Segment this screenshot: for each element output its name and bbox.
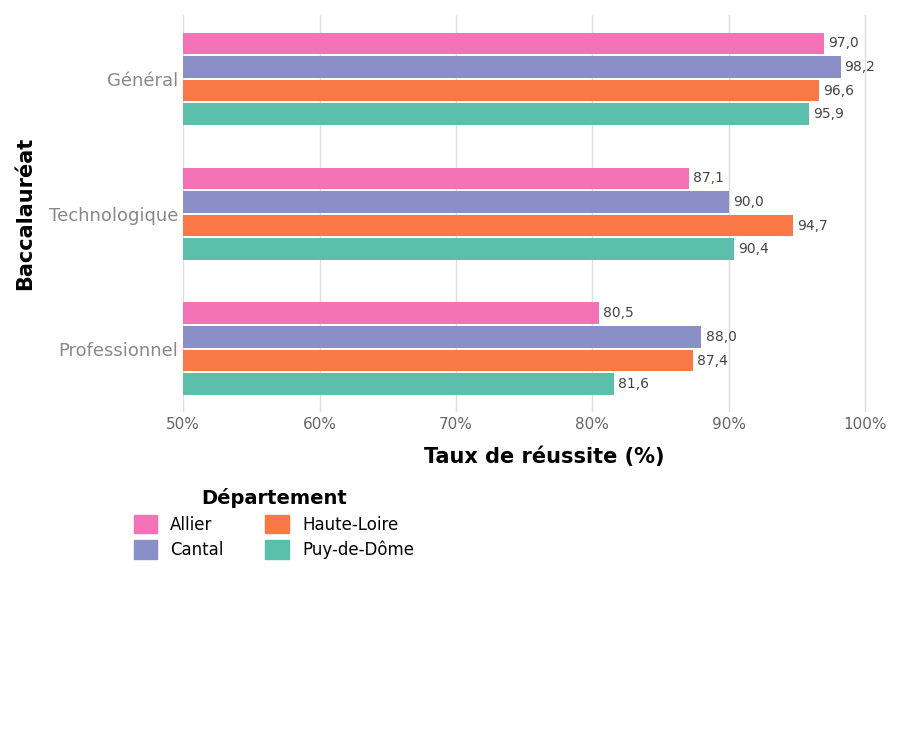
Text: 88,0: 88,0 <box>705 330 737 344</box>
Text: 87,4: 87,4 <box>697 354 729 368</box>
Text: 98,2: 98,2 <box>845 60 876 74</box>
Legend: Allier, Cantal, Haute-Loire, Puy-de-Dôme: Allier, Cantal, Haute-Loire, Puy-de-Dôme <box>134 488 414 559</box>
Text: 90,0: 90,0 <box>733 195 764 209</box>
Bar <box>183 80 819 101</box>
Bar <box>183 238 734 260</box>
Bar <box>183 303 600 324</box>
Bar <box>183 104 810 125</box>
Bar <box>183 168 689 189</box>
Bar <box>183 56 841 78</box>
Bar <box>183 373 614 395</box>
Text: 87,1: 87,1 <box>694 171 724 185</box>
Text: 96,6: 96,6 <box>822 84 854 98</box>
Text: 97,0: 97,0 <box>828 36 859 50</box>
Bar <box>183 32 824 54</box>
Text: 81,6: 81,6 <box>618 377 649 391</box>
Text: 90,4: 90,4 <box>739 242 769 257</box>
Text: 94,7: 94,7 <box>797 218 828 232</box>
X-axis label: Taux de réussite (%): Taux de réussite (%) <box>425 446 665 467</box>
Y-axis label: Baccalauréat: Baccalauréat <box>15 137 35 290</box>
Bar <box>183 350 694 371</box>
Text: 80,5: 80,5 <box>603 306 634 320</box>
Bar <box>183 326 702 348</box>
Text: 95,9: 95,9 <box>813 107 845 121</box>
Bar <box>183 191 729 212</box>
Bar <box>183 215 793 237</box>
